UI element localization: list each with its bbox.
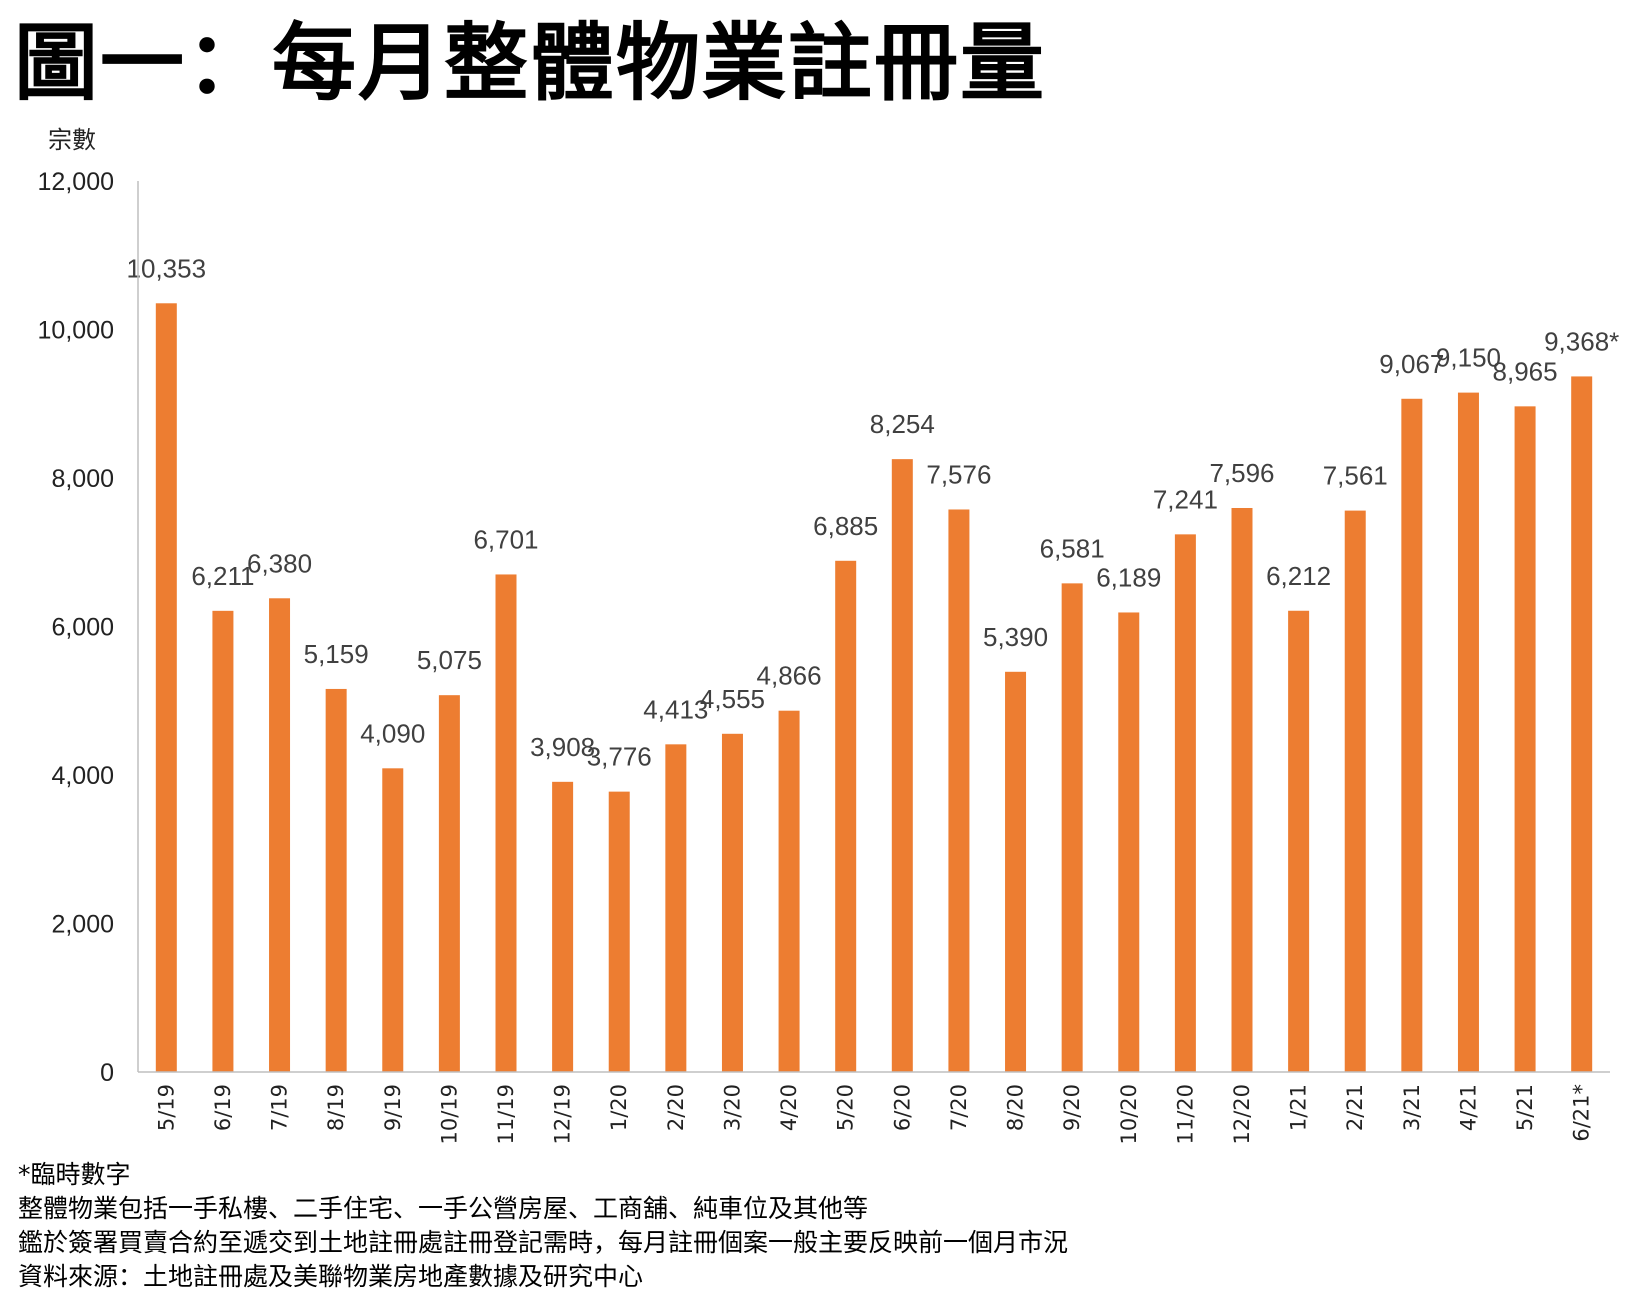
note-timing: 鑑於簽署買賣合約至遞交到土地註冊處註冊登記需時，每月註冊個案一般主要反映前一個月… [18,1226,1068,1260]
bar [1401,399,1422,1072]
data-label: 9,067 [1379,349,1444,379]
bar [1118,612,1139,1072]
bar [892,459,913,1072]
x-tick-label: 10/20 [1117,1084,1141,1145]
data-label: 9,368* [1544,326,1619,356]
x-tick-label: 2/20 [664,1084,688,1131]
bar [779,711,800,1072]
data-label: 4,555 [700,684,765,714]
x-tick-label: 7/19 [268,1084,292,1131]
note-source: 資料來源：土地註冊處及美聯物業房地產數據及研究中心 [18,1260,1068,1294]
x-tick-label: 8/19 [324,1084,348,1131]
data-label: 8,965 [1493,356,1558,386]
bar [948,509,969,1072]
note-scope: 整體物業包括一手私樓、二手住宅、一手公營房屋、工商舖、純車位及其他等 [18,1192,1068,1226]
x-tick-label: 11/20 [1173,1084,1197,1145]
bar [496,574,517,1072]
bar [1005,672,1026,1072]
x-tick-label: 9/20 [1060,1084,1084,1131]
data-label: 3,908 [530,732,595,762]
x-tick-label: 6/20 [890,1084,914,1131]
data-label: 7,241 [1153,484,1218,514]
bar [326,689,347,1072]
x-tick-label: 12/20 [1230,1084,1254,1145]
bar [1175,534,1196,1072]
bar [156,303,177,1072]
bar [1232,508,1253,1072]
y-tick-label: 0 [100,1059,114,1087]
y-tick-label: 4,000 [51,762,114,790]
bar [552,782,573,1072]
y-tick-label: 8,000 [51,465,114,493]
data-label: 4,866 [757,661,822,691]
x-tick-label: 12/19 [551,1084,575,1145]
y-axis-ticks: 0 2,000 4,000 6,000 8,000 10,000 12,000 [38,168,114,1087]
x-tick-label: 11/19 [494,1084,518,1145]
y-axis-label: 宗數 [48,126,96,154]
x-tick-label: 9/19 [381,1084,405,1131]
bar [269,598,290,1072]
bar [1458,393,1479,1072]
bar [212,611,233,1072]
bar [722,734,743,1072]
y-tick-label: 6,000 [51,614,114,642]
data-label: 5,390 [983,622,1048,652]
bar [665,744,686,1072]
data-label: 7,561 [1323,461,1388,491]
bar [1062,583,1083,1072]
y-tick-label: 10,000 [38,317,114,345]
x-tick-label: 8/20 [1004,1084,1028,1131]
data-label: 8,254 [870,409,935,439]
x-tick-label: 5/20 [834,1084,858,1131]
bar-chart: 宗數 0 2,000 4,000 6,000 8,000 10,000 12,000 10,… [0,0,1643,1160]
data-label: 6,380 [247,548,312,578]
y-tick-label: 2,000 [51,911,114,939]
bar [835,561,856,1072]
data-label: 6,211 [191,561,254,591]
x-tick-label: 6/21* [1570,1084,1594,1142]
note-provisional: *臨時數字 [18,1158,1068,1192]
x-tick-label: 4/21 [1456,1084,1480,1131]
bar [1515,406,1536,1072]
x-axis-labels: 5/19 6/19 7/19 8/19 9/19 10/19 11/19 12/19 1/20 2… [154,1084,1593,1145]
data-label: 6,212 [1266,561,1331,591]
x-tick-label: 6/19 [211,1084,235,1131]
x-tick-label: 3/20 [720,1084,744,1131]
data-label: 7,576 [926,459,991,489]
data-label: 5,159 [304,639,369,669]
x-tick-label: 2/21 [1343,1084,1367,1131]
data-label: 6,701 [473,524,538,554]
bar [1345,511,1366,1072]
y-tick-label: 12,000 [38,168,114,196]
data-label: 4,413 [643,694,708,724]
data-label: 9,150 [1436,343,1501,373]
x-tick-label: 7/20 [947,1084,971,1131]
data-label: 3,776 [587,742,652,772]
x-tick-label: 10/19 [437,1084,461,1145]
x-tick-label: 1/20 [607,1084,631,1131]
data-label: 5,075 [417,645,482,675]
data-label: 7,596 [1209,458,1274,488]
bar [382,768,403,1072]
x-tick-label: 4/20 [777,1084,801,1131]
x-tick-label: 5/19 [154,1084,178,1131]
data-label: 6,885 [813,511,878,541]
footnotes: *臨時數字 整體物業包括一手私樓、二手住宅、一手公營房屋、工商舖、純車位及其他等… [18,1158,1068,1294]
x-tick-label: 5/21 [1513,1084,1537,1131]
data-label: 6,581 [1040,533,1105,563]
bar [439,695,460,1072]
bar [1288,611,1309,1072]
bar [1571,376,1592,1072]
bar [609,792,630,1072]
data-label: 6,189 [1096,562,1161,592]
x-tick-label: 3/21 [1400,1084,1424,1131]
data-label: 4,090 [360,718,425,748]
data-labels: 10,3536,2116,3805,1594,0905,0756,7013,90… [127,253,1620,771]
x-tick-label: 1/21 [1287,1084,1311,1131]
